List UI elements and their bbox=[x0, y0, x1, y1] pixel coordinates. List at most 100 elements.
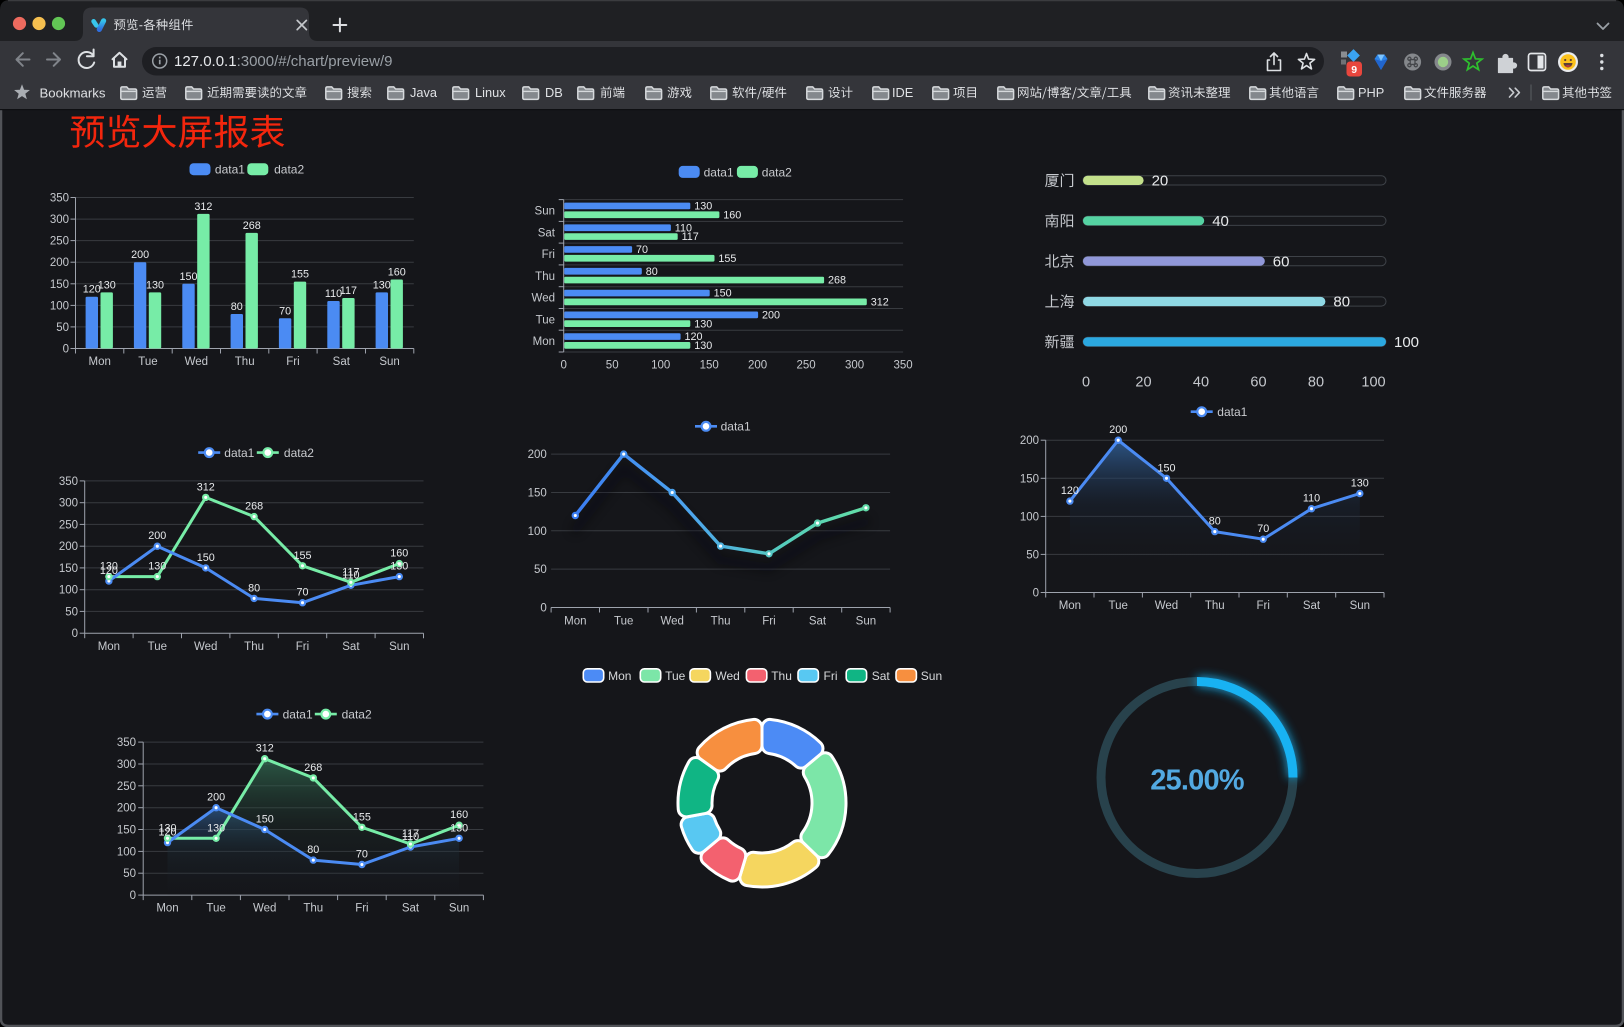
svg-text:50: 50 bbox=[56, 322, 69, 334]
svg-text:130: 130 bbox=[694, 318, 712, 330]
svg-text:250: 250 bbox=[50, 236, 69, 248]
svg-text:Tue: Tue bbox=[665, 669, 686, 683]
svg-text:Sat: Sat bbox=[342, 641, 360, 653]
svg-text:200: 200 bbox=[1020, 435, 1039, 447]
svg-text:20: 20 bbox=[1152, 173, 1169, 190]
svg-text:150: 150 bbox=[256, 814, 274, 826]
svg-text:PHP: PHP bbox=[1358, 85, 1384, 100]
svg-text:IDE: IDE bbox=[892, 85, 913, 100]
svg-text:200: 200 bbox=[117, 803, 136, 815]
svg-text:0: 0 bbox=[1033, 588, 1039, 600]
svg-text:Thu: Thu bbox=[711, 616, 731, 628]
svg-text:120: 120 bbox=[83, 284, 101, 296]
svg-text:40: 40 bbox=[1193, 375, 1209, 391]
svg-text:9: 9 bbox=[1351, 64, 1357, 76]
svg-text:110: 110 bbox=[1303, 493, 1320, 505]
svg-text:160: 160 bbox=[388, 267, 406, 279]
svg-text:data1: data1 bbox=[721, 420, 751, 434]
svg-text:Tue: Tue bbox=[1109, 600, 1128, 612]
svg-text:Sat: Sat bbox=[1303, 600, 1321, 612]
svg-text:Sun: Sun bbox=[389, 641, 409, 653]
svg-text:100: 100 bbox=[59, 585, 78, 597]
svg-text:Mon: Mon bbox=[89, 356, 111, 368]
svg-text:117: 117 bbox=[342, 566, 359, 578]
svg-text:100: 100 bbox=[1020, 511, 1039, 523]
svg-text:150: 150 bbox=[197, 552, 215, 564]
svg-text:40: 40 bbox=[1212, 213, 1229, 230]
svg-text:110: 110 bbox=[325, 288, 342, 300]
svg-text:250: 250 bbox=[117, 781, 136, 793]
svg-text:data1: data1 bbox=[1217, 405, 1247, 419]
svg-text:70: 70 bbox=[636, 244, 648, 256]
svg-text:60: 60 bbox=[1250, 375, 1266, 391]
svg-text:Wed: Wed bbox=[715, 669, 739, 683]
svg-text:127.0.0.1:3000/#/chart/preview: 127.0.0.1:3000/#/chart/preview/9 bbox=[174, 53, 393, 70]
svg-text:Sun: Sun bbox=[856, 616, 876, 628]
svg-text:200: 200 bbox=[59, 541, 78, 553]
svg-text:110: 110 bbox=[402, 831, 419, 843]
svg-text:150: 150 bbox=[179, 271, 197, 283]
svg-text:150: 150 bbox=[117, 825, 136, 837]
svg-text:200: 200 bbox=[131, 249, 149, 261]
svg-text:200: 200 bbox=[528, 449, 547, 461]
svg-text:Bookmarks: Bookmarks bbox=[40, 85, 106, 100]
svg-text:250: 250 bbox=[797, 360, 816, 372]
svg-text:117: 117 bbox=[682, 231, 699, 243]
svg-text:Java: Java bbox=[410, 85, 438, 100]
svg-text:Thu: Thu bbox=[235, 356, 255, 368]
svg-text:Thu: Thu bbox=[1205, 600, 1225, 612]
svg-text:data1: data1 bbox=[215, 163, 245, 177]
svg-text:Mon: Mon bbox=[98, 641, 120, 653]
svg-text:data1: data1 bbox=[224, 446, 254, 460]
svg-text:data2: data2 bbox=[274, 163, 304, 177]
svg-text:312: 312 bbox=[256, 743, 274, 755]
svg-text:Sat: Sat bbox=[402, 903, 420, 915]
svg-text:130: 130 bbox=[694, 340, 712, 352]
svg-text:120: 120 bbox=[685, 331, 703, 343]
svg-text:130: 130 bbox=[694, 201, 712, 213]
svg-text:80: 80 bbox=[231, 301, 243, 313]
svg-text:300: 300 bbox=[117, 759, 136, 771]
svg-text:100: 100 bbox=[50, 300, 69, 312]
svg-text:Mon: Mon bbox=[533, 336, 555, 348]
svg-text:Thu: Thu bbox=[535, 271, 555, 283]
svg-text:50: 50 bbox=[534, 564, 547, 576]
svg-text:150: 150 bbox=[1020, 473, 1039, 485]
svg-text:Thu: Thu bbox=[303, 903, 323, 915]
svg-text:100: 100 bbox=[117, 846, 136, 858]
svg-text:0: 0 bbox=[1082, 375, 1090, 391]
svg-text:130: 130 bbox=[98, 279, 116, 291]
svg-text:70: 70 bbox=[356, 849, 368, 861]
svg-text:Fri: Fri bbox=[1256, 600, 1269, 612]
svg-text:Thu: Thu bbox=[244, 641, 264, 653]
svg-text:Sun: Sun bbox=[535, 206, 555, 218]
svg-text:130: 130 bbox=[373, 279, 391, 291]
svg-text:0: 0 bbox=[130, 890, 136, 902]
svg-text:150: 150 bbox=[714, 288, 732, 300]
svg-text:70: 70 bbox=[296, 587, 308, 599]
svg-text:Wed: Wed bbox=[1155, 600, 1178, 612]
svg-text:Mon: Mon bbox=[1059, 600, 1081, 612]
svg-text:Fri: Fri bbox=[762, 616, 775, 628]
svg-text:0: 0 bbox=[540, 603, 546, 615]
svg-text:200: 200 bbox=[148, 530, 166, 542]
svg-text:150: 150 bbox=[59, 563, 78, 575]
svg-text:200: 200 bbox=[50, 257, 69, 269]
svg-text:data2: data2 bbox=[762, 165, 792, 179]
svg-text:100: 100 bbox=[1361, 375, 1385, 391]
svg-text:117: 117 bbox=[340, 285, 357, 297]
svg-text:110: 110 bbox=[675, 222, 692, 234]
svg-text:Tue: Tue bbox=[148, 641, 167, 653]
svg-text:200: 200 bbox=[748, 360, 767, 372]
svg-text:Wed: Wed bbox=[253, 903, 276, 915]
svg-text:150: 150 bbox=[1157, 462, 1175, 474]
svg-text:312: 312 bbox=[194, 201, 212, 213]
svg-text:155: 155 bbox=[293, 550, 311, 562]
svg-text:Sun: Sun bbox=[1350, 600, 1370, 612]
svg-text:Sat: Sat bbox=[538, 227, 556, 239]
svg-text:Fri: Fri bbox=[355, 903, 368, 915]
svg-text:268: 268 bbox=[304, 762, 322, 774]
svg-text:80: 80 bbox=[1333, 294, 1350, 311]
svg-text:data1: data1 bbox=[704, 165, 734, 179]
svg-text:80: 80 bbox=[1308, 375, 1324, 391]
